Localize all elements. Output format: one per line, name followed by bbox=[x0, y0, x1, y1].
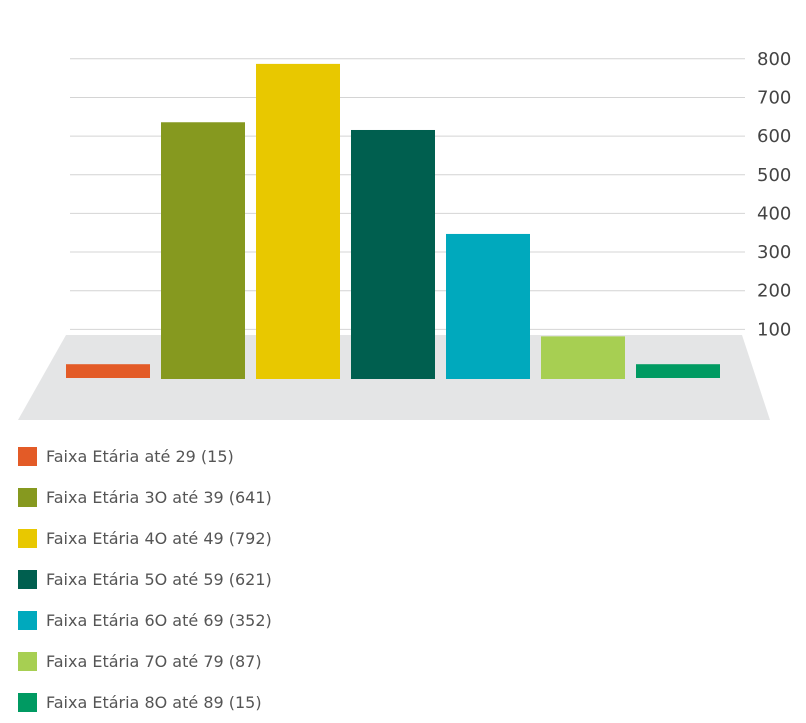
legend-swatch bbox=[18, 487, 37, 507]
y-tick-label: 300 bbox=[757, 242, 791, 263]
y-tick-label: 700 bbox=[757, 87, 791, 108]
legend-swatch bbox=[18, 528, 37, 548]
legend-label: Faixa Etária 7O até 79 (87) bbox=[46, 651, 262, 671]
y-tick-label: 500 bbox=[757, 165, 791, 186]
bar bbox=[541, 336, 625, 379]
y-axis-ticks: 100 200 300 400 500 600 700 800 bbox=[757, 49, 791, 341]
legend-item: Faixa Etária 8O até 89 (15) bbox=[18, 682, 272, 722]
legend-item: Faixa Etária 5O até 59 (621) bbox=[18, 559, 272, 599]
y-tick-label: 400 bbox=[757, 203, 791, 224]
legend-label: Faixa Etária 8O até 89 (15) bbox=[46, 692, 262, 712]
legend-label: Faixa Etária 5O até 59 (621) bbox=[46, 569, 272, 589]
y-tick-label: 600 bbox=[757, 126, 791, 147]
bar bbox=[446, 233, 530, 379]
legend-label: Faixa Etária 6O até 69 (352) bbox=[46, 610, 272, 630]
legend-label: Faixa Etária até 29 (15) bbox=[46, 446, 234, 466]
legend-item: Faixa Etária 3O até 39 (641) bbox=[18, 477, 272, 517]
legend-item: Faixa Etária 7O até 79 (87) bbox=[18, 641, 272, 681]
legend-swatch bbox=[18, 651, 37, 671]
legend-label: Faixa Etária 3O até 39 (641) bbox=[46, 487, 272, 507]
y-tick-label: 800 bbox=[757, 49, 791, 70]
legend-item: Faixa Etária 4O até 49 (792) bbox=[18, 518, 272, 558]
y-tick-label: 100 bbox=[757, 319, 791, 340]
bar bbox=[351, 129, 435, 379]
bar bbox=[636, 364, 720, 378]
legend: Faixa Etária até 29 (15) Faixa Etária 3O … bbox=[18, 436, 272, 723]
bar bbox=[256, 63, 340, 379]
bar-chart: 100 200 300 400 500 600 700 800 bbox=[18, 49, 791, 420]
y-tick-label: 200 bbox=[757, 281, 791, 302]
legend-item: Faixa Etária até 29 (15) bbox=[18, 436, 272, 476]
legend-label: Faixa Etária 4O até 49 (792) bbox=[46, 528, 272, 548]
legend-swatch bbox=[18, 446, 37, 466]
bar bbox=[161, 122, 245, 379]
legend-swatch bbox=[18, 692, 37, 712]
legend-swatch bbox=[18, 610, 37, 630]
bar bbox=[66, 364, 150, 378]
legend-swatch bbox=[18, 569, 37, 589]
legend-item: Faixa Etária 6O até 69 (352) bbox=[18, 600, 272, 640]
bars bbox=[66, 63, 720, 379]
